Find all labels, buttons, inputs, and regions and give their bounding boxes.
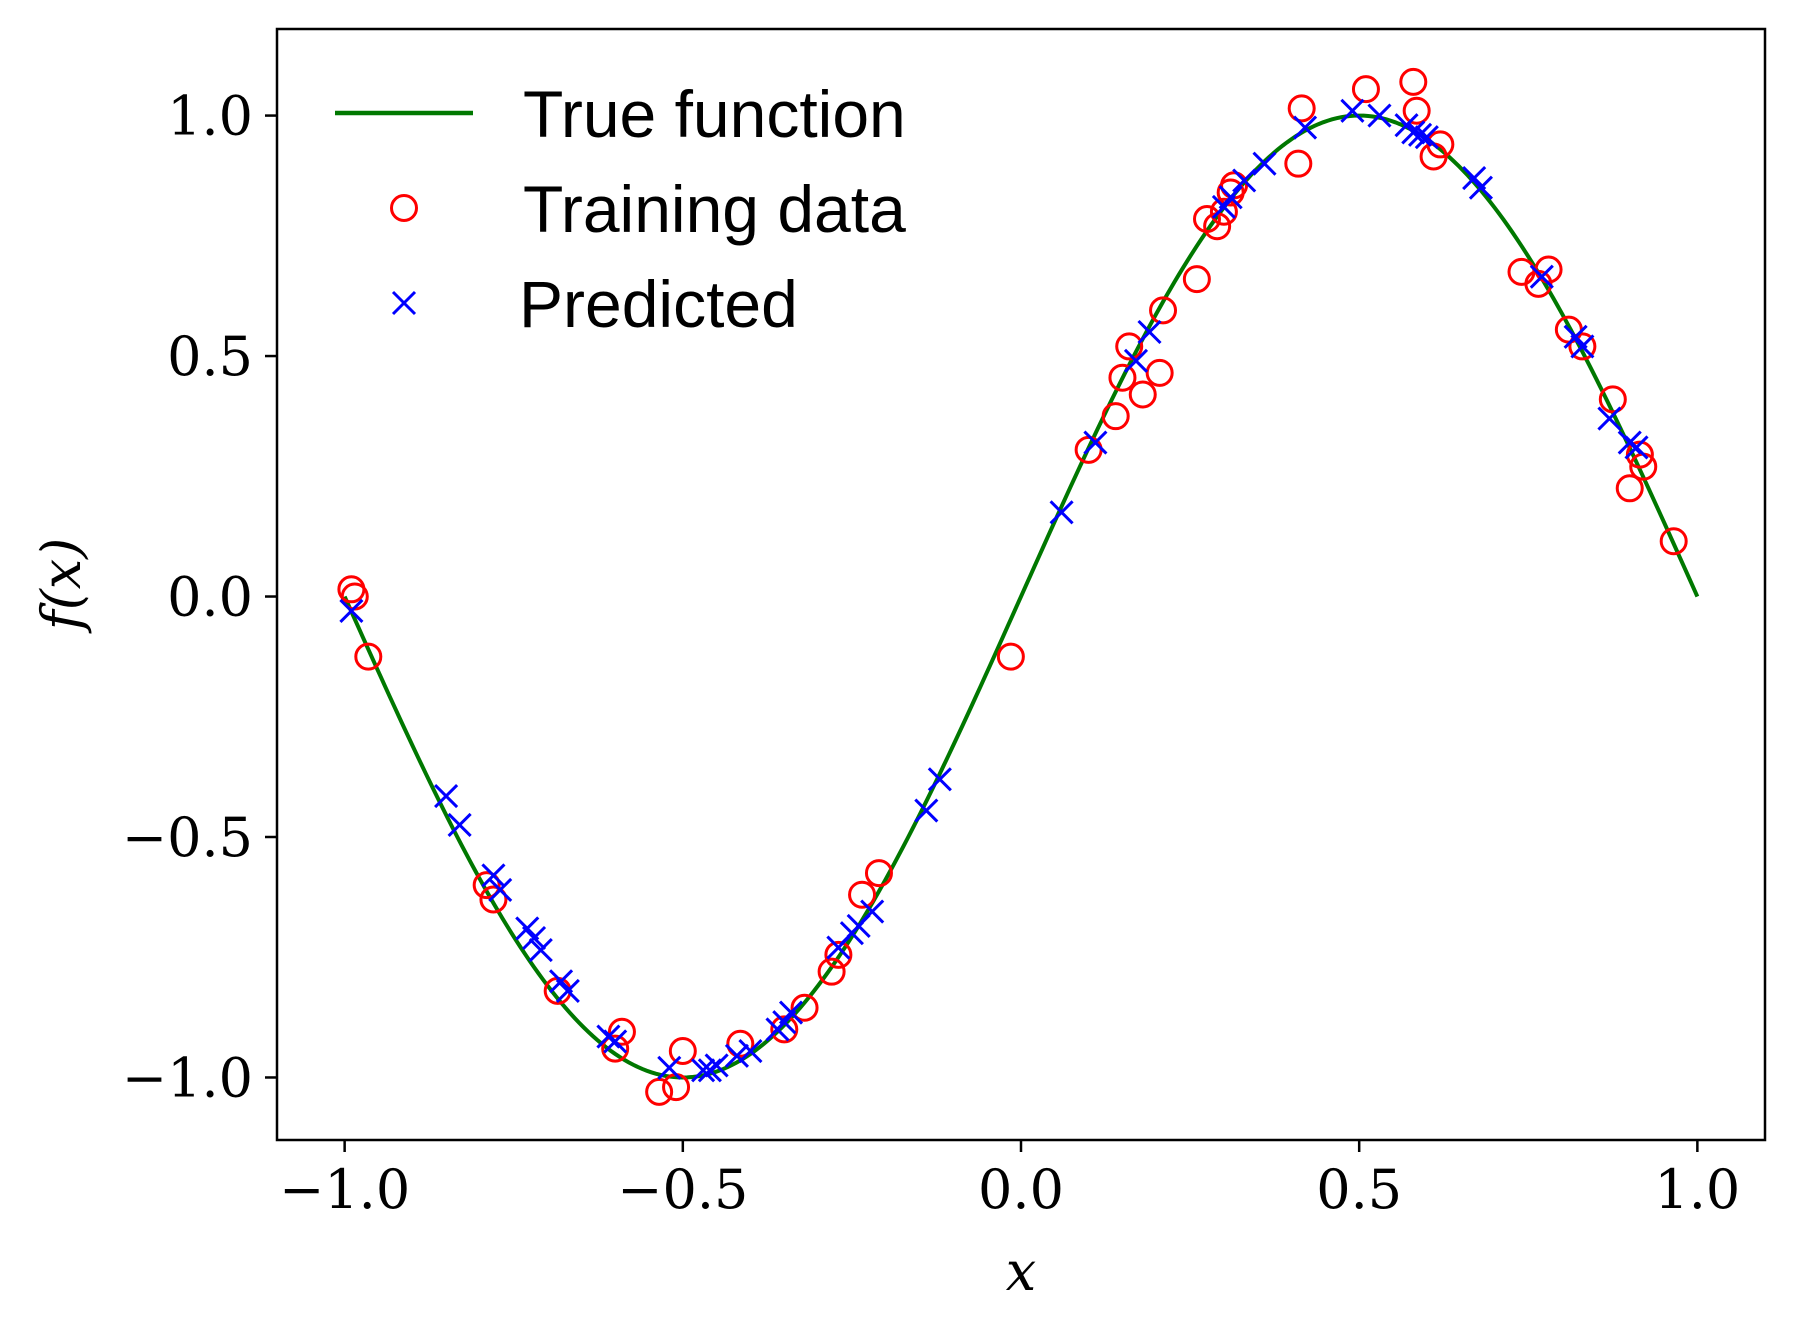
predicted-point [1414,125,1439,150]
x-tick-label: 0.0 [978,1158,1064,1221]
x-tick-label: 1.0 [1654,1158,1740,1221]
predicted-point [1123,348,1149,373]
training-point [848,880,877,909]
predicted-point [1049,500,1074,525]
training-point [472,871,501,900]
x-tick-label: −1.0 [279,1158,410,1221]
predicted-point [528,937,553,963]
legend-predicted-label: Predicted [519,267,798,341]
predicted-point [1407,122,1433,147]
predicted-point [657,1055,682,1080]
predicted-point [1529,264,1554,289]
training-point [601,1034,630,1063]
true-function-line [342,113,1700,1080]
training-point [1145,358,1174,387]
training-point [996,642,1025,671]
y-axis: −1.0 −0.5 0.0 0.5 1.0 [122,85,277,1109]
x-tick-label: −0.5 [617,1158,748,1221]
predicted-point [914,798,939,823]
training-point [1287,94,1316,123]
x-axis: −1.0 −0.5 0.0 0.5 1.0 [279,1140,1740,1221]
training-point [1284,149,1313,178]
predicted-point [778,1000,804,1025]
y-tick-label: 0.0 [167,566,253,629]
training-point [668,1037,697,1066]
legend-training-swatch [390,194,418,222]
predicted-point [447,812,472,838]
legend-training-label: Training data [523,172,906,246]
legend: True function Training data Predicted [335,77,906,341]
predicted-point [603,1029,628,1054]
predicted-point [1137,319,1162,345]
predicted-point [1401,120,1426,145]
x-axis-label: x [1006,1240,1036,1303]
predicted-point [860,899,885,924]
y-tick-label: 0.5 [167,325,253,388]
training-point [726,1029,755,1058]
training-point [790,993,819,1022]
legend-true-function-label: True function [523,77,906,151]
y-tick-label: 1.0 [167,85,253,148]
predicted-point [1340,98,1365,123]
training-point [607,1017,636,1046]
training-point [1351,75,1380,104]
predicted-point [1083,430,1108,455]
plot-frame [275,27,1767,1142]
training-point [1659,527,1688,556]
training-point [1108,363,1137,392]
predicted-point [488,877,513,902]
predicted-point [339,598,364,624]
predicted-point [724,1043,749,1068]
predicted-point [738,1038,763,1064]
predicted-point [691,1058,716,1083]
training-point [1568,332,1597,361]
training-point [770,1015,799,1044]
x-tick-label: 0.5 [1316,1158,1402,1221]
training-point [479,885,508,914]
training-point [1598,385,1627,414]
training-point [1182,265,1211,294]
predicted-point [704,1053,729,1078]
predicted-point [434,784,459,809]
training-point [1507,257,1536,286]
training-point [824,940,853,969]
training-point [354,642,383,671]
legend-predicted-swatch [391,290,417,316]
predicted-point [1624,435,1649,460]
predicted-point [1232,168,1257,193]
predicted-point [1218,185,1243,210]
training-point [1128,380,1157,409]
predicted-point [1252,151,1277,176]
y-tick-label: −1.0 [122,1046,253,1109]
training-point [1615,474,1644,503]
predicted-point [555,978,580,1003]
y-tick-label: −0.5 [122,806,253,869]
predicted-point [927,767,952,792]
training-point [1209,197,1238,226]
y-axis-label: f(x) [30,538,93,635]
training-point [1402,96,1431,125]
predicted-point [1293,115,1318,140]
predicted-point [1468,175,1493,200]
predicted-point [1570,334,1595,359]
predicted-point [481,863,506,888]
predicted-point [521,925,547,951]
predicted-point [1367,103,1392,128]
plot-area [337,67,1700,1106]
training-point [1399,67,1428,96]
training-point [1149,296,1178,325]
training-point [1115,332,1144,361]
training-point [1101,402,1130,431]
training-point [817,957,846,986]
predicted-point [1597,406,1622,431]
training-point [864,859,893,888]
training-point [645,1077,674,1106]
